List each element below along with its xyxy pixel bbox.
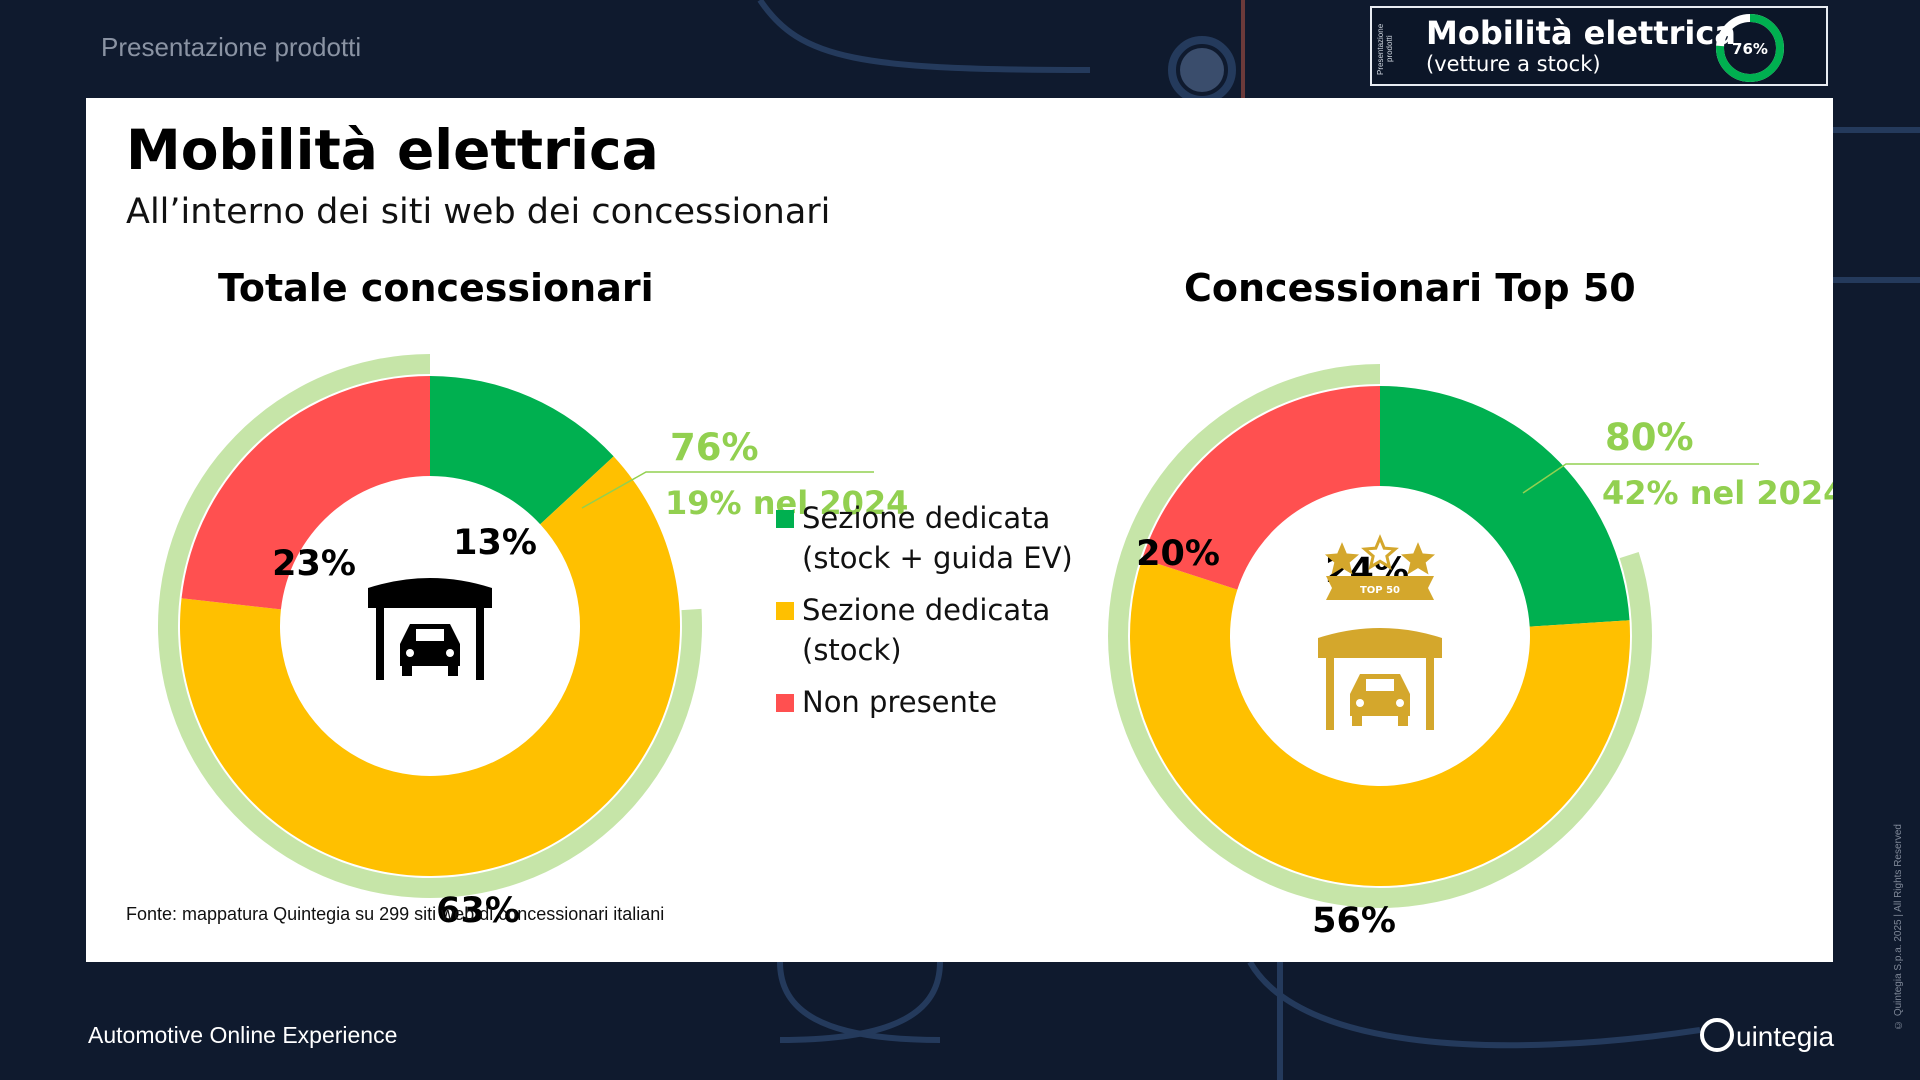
badge-title: Mobilità elettrica <box>1426 14 1736 52</box>
callout-main-value: 80% <box>1605 416 1694 459</box>
slice-label: 63% <box>436 891 520 931</box>
quintegia-logo: uintegia <box>1700 1018 1834 1053</box>
badge-subtitle: (vetture a stock) <box>1426 52 1601 76</box>
callout-2024-value: 42% nel 2024 <box>1602 474 1833 512</box>
legend-item-stock: Sezione dedicata (stock) <box>776 590 1106 670</box>
legend-label: Sezione dedicata <box>802 501 1051 535</box>
topic-badge: Presentazione prodotti Mobilità elettric… <box>1370 6 1828 86</box>
header-section-label: Presentazione prodotti <box>101 32 362 62</box>
car-showroom-icon <box>368 578 492 680</box>
chart-legend: Sezione dedicata (stock + guida EV) Sezi… <box>776 498 1106 734</box>
content-card: Mobilità elettrica All’interno dei siti … <box>86 98 1833 962</box>
legend-label: Non presente <box>802 685 998 719</box>
logo-text: uintegia <box>1736 1021 1835 1052</box>
page-subtitle: All’interno dei siti web dei concessiona… <box>126 192 831 232</box>
slice-stock <box>1130 558 1630 887</box>
badge-progress-ring: 76% <box>1716 14 1784 82</box>
donut-chart-totale: 13%63%23%76%19% nel 2024 <box>158 354 908 931</box>
callout-line <box>581 471 874 509</box>
chart-title-top50: Concessionari Top 50 <box>1184 266 1636 310</box>
logo-q-mark <box>1700 1018 1734 1052</box>
legend-item-stock-guida: Sezione dedicata (stock + guida EV) <box>776 498 1106 578</box>
slice-stock-guida-ev <box>1380 386 1630 627</box>
slice-label: 20% <box>1136 534 1220 574</box>
source-note: Fonte: mappatura Quintegia su 299 siti w… <box>126 904 665 924</box>
slice-non-presente <box>181 376 430 610</box>
page-title: Mobilità elettrica <box>126 118 659 182</box>
legend-label: Sezione dedicata <box>802 593 1051 627</box>
legend-item-non-presente: Non presente <box>776 682 1106 722</box>
callout-main-value: 76% <box>670 426 759 469</box>
slice-stock <box>180 456 680 876</box>
badge-ring-value: 76% <box>1732 40 1768 58</box>
slice-label: 13% <box>453 523 537 563</box>
legend-swatch-red <box>776 694 794 712</box>
badge-side-text: Presentazione prodotti <box>1376 23 1394 75</box>
slice-non-presente <box>1142 386 1380 590</box>
legend-swatch-green <box>776 510 794 528</box>
top50-car-showroom-icon: TOP 50 <box>1318 534 1442 730</box>
legend-label-line2: (stock) <box>802 633 902 667</box>
chart-title-totale: Totale concessionari <box>218 266 654 310</box>
legend-label-line2: (stock + guida EV) <box>802 541 1073 575</box>
slice-label: 56% <box>1312 901 1396 941</box>
footer-tagline: Automotive Online Experience <box>88 1022 398 1048</box>
copyright-note: © Quintegia S.p.a. 2025 | All Rights Res… <box>1893 824 1904 1030</box>
legend-swatch-yellow <box>776 602 794 620</box>
slice-stock-guida-ev <box>430 376 614 525</box>
callout-line <box>1522 463 1759 494</box>
slice-label: 23% <box>272 544 356 584</box>
top50-icon-label: TOP 50 <box>1360 585 1400 596</box>
